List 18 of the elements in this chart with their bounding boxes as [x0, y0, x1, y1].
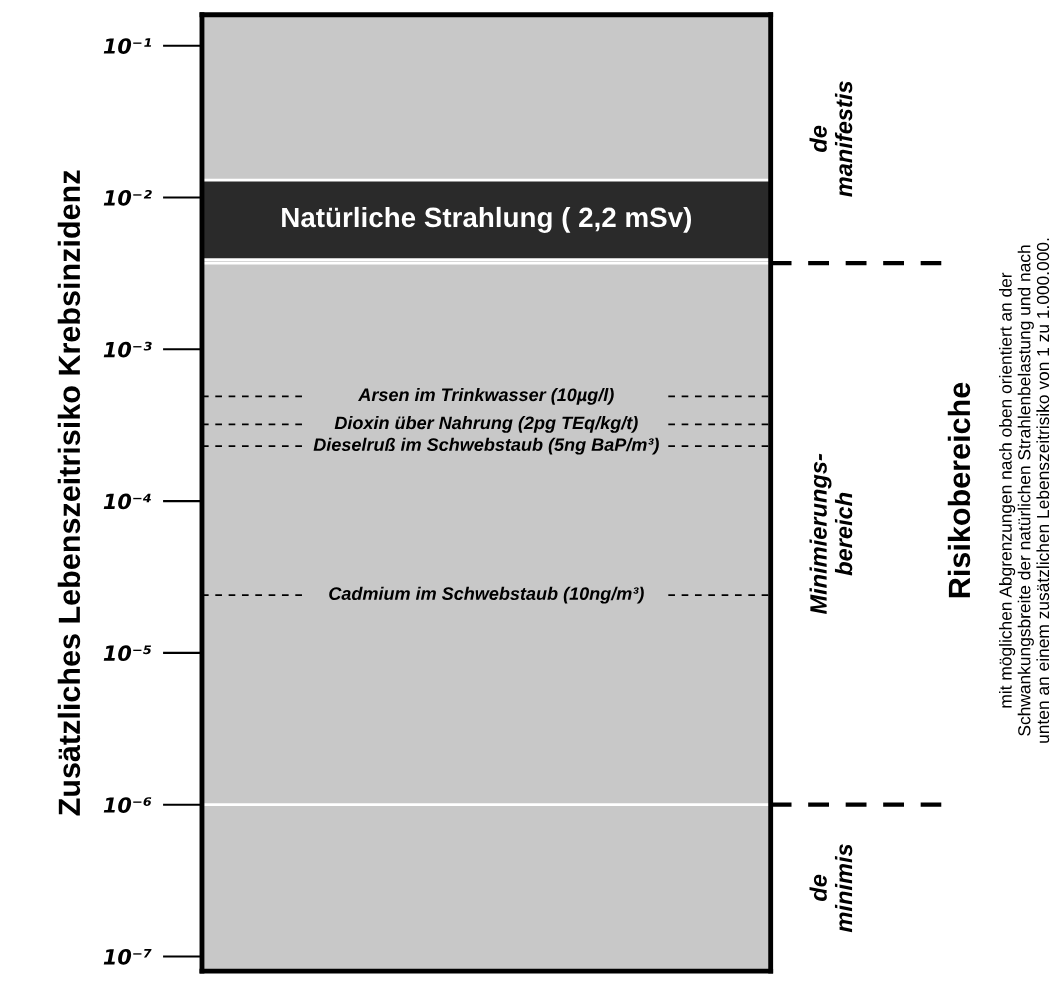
text: de manifestis [809, 81, 853, 197]
ref-line-label: Arsen im Trinkwasser (10µg/l) [357, 387, 614, 405]
y-tick-label: 10⁻¹ [103, 38, 152, 54]
text: mit möglichen Abgrenzungen nach oben orientiert an der Schwankungsbreite der natürlichen Strahlenbelastung und nach unten an einem zusätzlichen Lebenszeitrisiko von 1 zu 1.000.000. [999, 238, 1050, 743]
ref-line-label: Dioxin über Nahrung (2pg TEq/kg/t) [334, 415, 638, 433]
ref-line-label: Dieselruß im Schwebstaub (5ng BaP/m³) [313, 437, 659, 455]
y-tick-label: 10⁻⁶ [103, 797, 152, 813]
y-tick-label: 10⁻⁵ [103, 645, 152, 662]
y-tick-label: 10⁻³ [103, 341, 152, 358]
text: de minimis [809, 844, 853, 933]
y-tick-label: 10⁻⁷ [103, 948, 152, 965]
text: Minimierungs- bereich [809, 453, 853, 615]
band-label: Natürliche Strahlung ( 2,2 mSv) [282, 206, 692, 233]
y-tick-label: 10⁻² [103, 189, 152, 206]
ref-line-label: Cadmium im Schwebstaub (10ng/m³) [329, 586, 644, 604]
y-tick-label: 10⁻⁴ [103, 493, 151, 510]
y-axis-title: Zusätzliches Lebenszeitrisiko Krebsinzidenz [57, 170, 81, 816]
text: Risikobereiche [947, 382, 971, 598]
